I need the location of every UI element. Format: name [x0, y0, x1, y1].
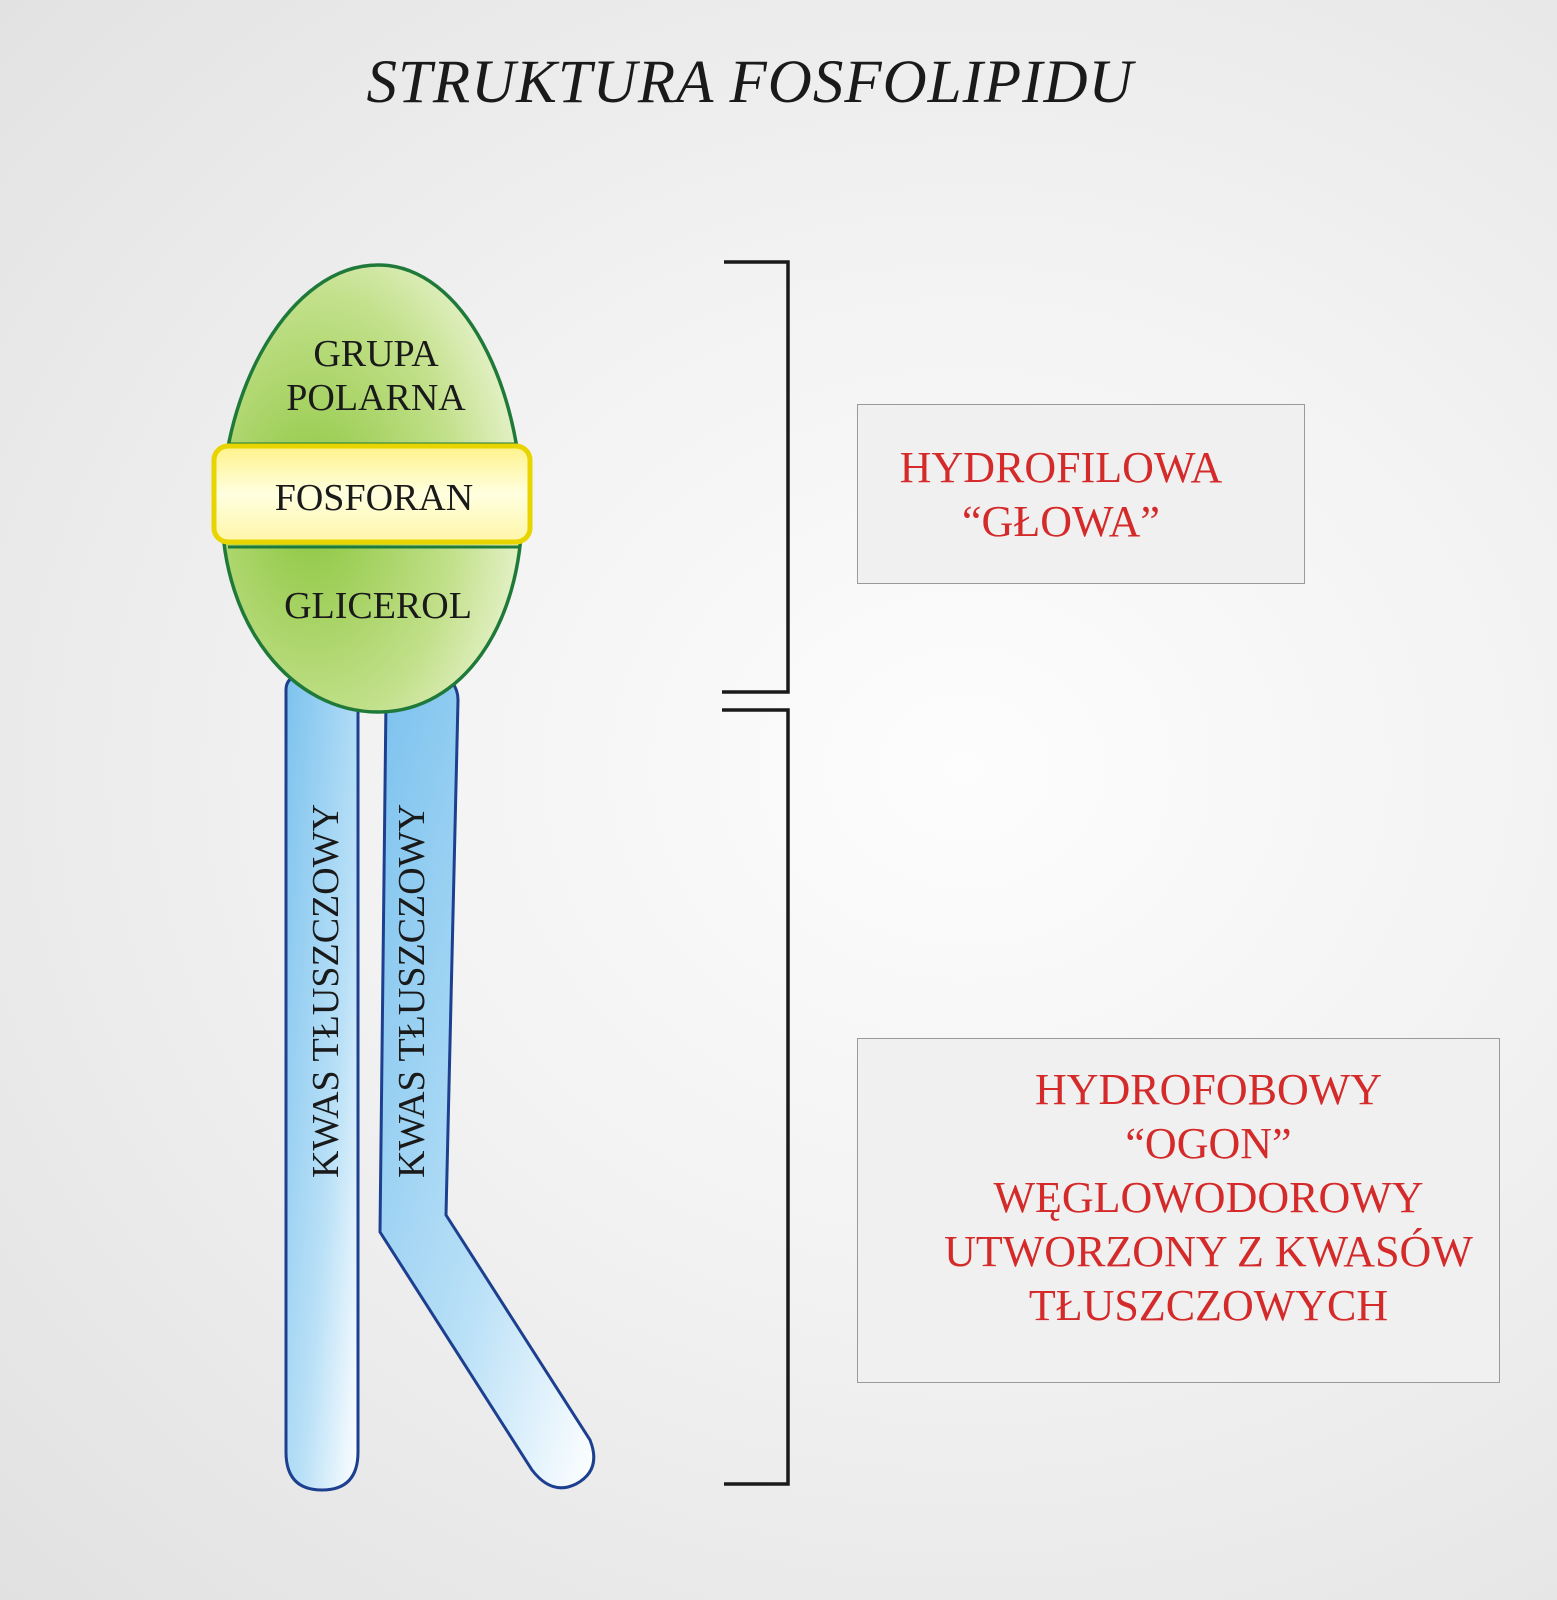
- fatty-acid-label-left: KWAS TŁUSZCZOWY: [305, 804, 347, 1178]
- hydrophobic-label-line: TŁUSZCZOWYCH: [1028, 1281, 1389, 1330]
- glycerol-label: GLICEROL: [284, 585, 472, 627]
- polar-group-label-line1: GRUPA: [313, 333, 439, 375]
- hydrophilic-label-line: “GŁOWA”: [962, 497, 1160, 546]
- bracket-head: [722, 260, 790, 694]
- hydrophilic-head-label-box: HYDROFILOWA “GŁOWA”: [857, 404, 1305, 584]
- polar-group-label-line2: POLARNA: [286, 377, 466, 419]
- diagram-title: STRUKTURA FOSFOLIPIDU: [366, 49, 1134, 116]
- phosphate-label: FOSFORAN: [275, 477, 474, 519]
- hydrophilic-label-line: HYDROFILOWA: [899, 443, 1223, 492]
- fatty-acid-label-right: KWAS TŁUSZCZOWY: [391, 804, 433, 1178]
- hydrophobic-label-line: “OGON”: [1125, 1119, 1292, 1168]
- hydrophobic-tail-label-box: HYDROFOBOWY “OGON” WĘGLOWODOROWY UTWORZO…: [857, 1038, 1500, 1383]
- bracket-tail: [722, 708, 790, 1486]
- hydrophobic-label-line: WĘGLOWODOROWY: [993, 1173, 1424, 1222]
- fatty-acid-tail-right: [378, 680, 596, 1490]
- hydrophobic-label-line: UTWORZONY Z KWASÓW: [944, 1227, 1473, 1276]
- hydrophobic-label-line: HYDROFOBOWY: [1034, 1065, 1383, 1114]
- phosphate-band: [211, 443, 533, 545]
